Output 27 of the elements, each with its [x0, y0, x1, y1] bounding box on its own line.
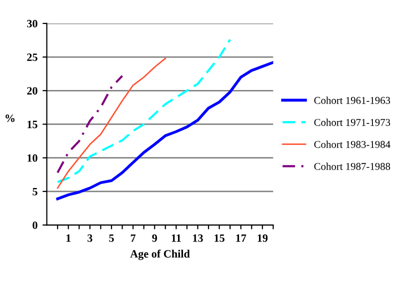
x-tick-label: 11	[172, 234, 181, 242]
y-tick-label: 5	[32, 188, 38, 196]
x-tick-label: 17	[236, 234, 246, 242]
x-tick-label: 13	[193, 234, 203, 242]
line-series	[56, 58, 166, 189]
x-tick-label: 19	[258, 234, 268, 242]
legend-label: Cohort 1983-1984	[314, 140, 390, 148]
line-series	[56, 38, 232, 184]
legend-label: Cohort 1971-1973	[314, 118, 390, 126]
line-series	[56, 74, 124, 174]
x-axis-title: Age of Child	[130, 250, 190, 260]
legend-label: Cohort 1961-1963	[314, 96, 390, 104]
x-tick-label: 5	[109, 234, 114, 242]
x-tick-label: 7	[130, 234, 136, 242]
y-tick-label: 0	[32, 221, 38, 229]
y-tick-label: 10	[28, 154, 38, 162]
x-tick-label: 1	[66, 234, 71, 242]
legend-label: Cohort 1987-1988	[314, 162, 390, 170]
y-tick-label: 20	[27, 87, 38, 95]
y-tick-label: 25	[27, 54, 38, 61]
y-axis-title: %	[6, 114, 15, 122]
x-tick-label: 3	[88, 234, 92, 242]
x-tick-label: 15	[214, 234, 224, 242]
y-tick-label: 15	[28, 120, 38, 128]
y-tick-label: 30	[27, 20, 38, 28]
line-series	[56, 61, 274, 200]
x-tick-label: 9	[152, 234, 157, 242]
